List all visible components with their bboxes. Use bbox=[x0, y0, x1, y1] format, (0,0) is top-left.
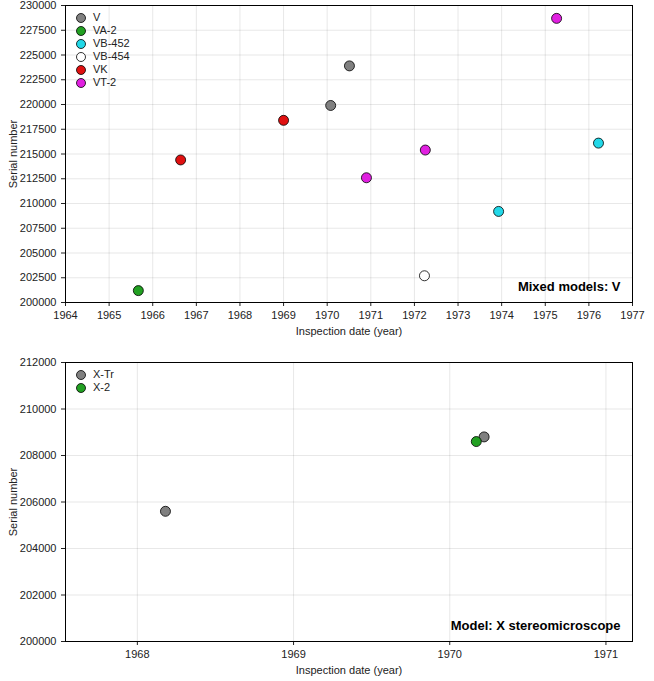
svg-text:208000: 208000 bbox=[20, 449, 57, 461]
svg-text:Mixed models: V: Mixed models: V bbox=[518, 279, 621, 294]
svg-text:230000: 230000 bbox=[20, 0, 57, 11]
svg-text:200000: 200000 bbox=[20, 635, 57, 647]
svg-text:1977: 1977 bbox=[620, 309, 644, 321]
svg-text:Inspection date (year): Inspection date (year) bbox=[296, 664, 402, 676]
svg-text:212000: 212000 bbox=[20, 356, 57, 368]
svg-text:202000: 202000 bbox=[20, 589, 57, 601]
svg-text:205000: 205000 bbox=[20, 247, 57, 259]
svg-text:206000: 206000 bbox=[20, 496, 57, 508]
svg-text:222500: 222500 bbox=[20, 73, 57, 85]
svg-text:1968: 1968 bbox=[125, 648, 149, 660]
svg-text:1966: 1966 bbox=[140, 309, 164, 321]
svg-text:204000: 204000 bbox=[20, 542, 57, 554]
svg-text:Inspection date (year): Inspection date (year) bbox=[296, 325, 402, 337]
svg-text:210000: 210000 bbox=[20, 403, 57, 415]
svg-text:200000: 200000 bbox=[20, 296, 57, 308]
svg-text:220000: 220000 bbox=[20, 98, 57, 110]
html-text:X-2: X-2 bbox=[93, 381, 111, 393]
svg-text:1974: 1974 bbox=[489, 309, 513, 321]
svg-text:207500: 207500 bbox=[20, 222, 57, 234]
svg-text:1969: 1969 bbox=[281, 648, 305, 660]
svg-text:Model: X stereomicroscope: Model: X stereomicroscope bbox=[451, 618, 621, 633]
svg-text:1971: 1971 bbox=[359, 309, 383, 321]
svg-text:1970: 1970 bbox=[315, 309, 339, 321]
svg-text:1965: 1965 bbox=[97, 309, 121, 321]
svg-text:215000: 215000 bbox=[20, 148, 57, 160]
html-text:VT-2: VT-2 bbox=[93, 76, 117, 88]
svg-text:1973: 1973 bbox=[446, 309, 470, 321]
html-text:V: V bbox=[93, 11, 101, 23]
svg-text:1972: 1972 bbox=[402, 309, 426, 321]
svg-text:1968: 1968 bbox=[228, 309, 252, 321]
svg-text:225000: 225000 bbox=[20, 49, 57, 61]
svg-text:1971: 1971 bbox=[594, 648, 618, 660]
svg-text:1976: 1976 bbox=[577, 309, 601, 321]
html-text:VB-452: VB-452 bbox=[93, 37, 130, 49]
svg-text:212500: 212500 bbox=[20, 172, 57, 184]
svg-text:210000: 210000 bbox=[20, 197, 57, 209]
svg-text:1964: 1964 bbox=[53, 309, 77, 321]
svg-text:1975: 1975 bbox=[533, 309, 557, 321]
html-text:VB-454: VB-454 bbox=[93, 50, 130, 62]
svg-text:1969: 1969 bbox=[271, 309, 295, 321]
html-text:X-Tr: X-Tr bbox=[93, 368, 114, 380]
svg-text:1967: 1967 bbox=[184, 309, 208, 321]
svg-text:Serial number: Serial number bbox=[7, 119, 19, 188]
svg-text:1970: 1970 bbox=[438, 648, 462, 660]
html-text:VK: VK bbox=[93, 63, 108, 75]
svg-text:202500: 202500 bbox=[20, 271, 57, 283]
svg-text:Serial number: Serial number bbox=[7, 467, 19, 536]
html-text:VA-2: VA-2 bbox=[93, 24, 117, 36]
svg-text:217500: 217500 bbox=[20, 123, 57, 135]
svg-text:227500: 227500 bbox=[20, 24, 57, 36]
